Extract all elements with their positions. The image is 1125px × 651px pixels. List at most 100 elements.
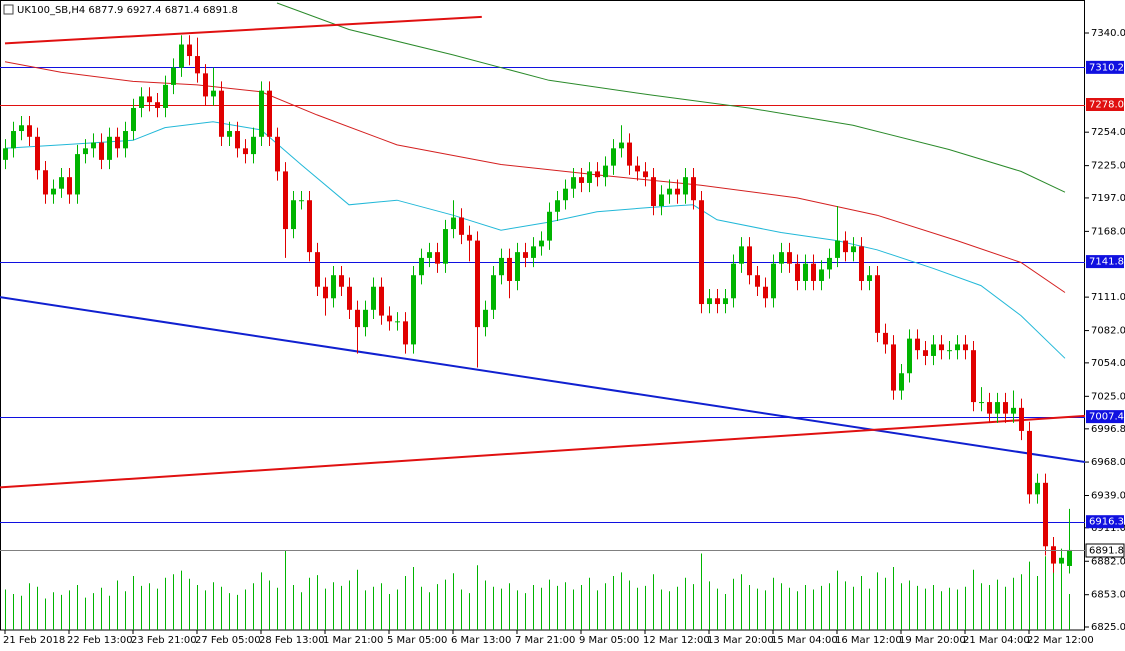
candle-body	[451, 217, 456, 230]
candle-body	[627, 142, 632, 166]
candle-body	[731, 263, 736, 299]
candle-body	[339, 275, 344, 287]
y-tick-label: 7340.0	[1091, 28, 1125, 39]
candle-body	[59, 177, 64, 189]
candle-body	[555, 200, 560, 212]
y-tick-label: 6825.0	[1091, 622, 1125, 633]
candle-body	[251, 136, 256, 155]
x-tick-label: 19 Mar 20:00	[899, 635, 966, 646]
y-tick-label: 7168.0	[1091, 226, 1125, 237]
candle-body	[99, 142, 104, 160]
candle-body	[915, 338, 920, 351]
candle-body	[819, 269, 824, 281]
candle-body	[827, 257, 832, 270]
price-label-box	[1086, 98, 1124, 112]
candle-body	[363, 309, 368, 328]
candle-body	[667, 188, 672, 195]
candle-body	[83, 148, 88, 155]
candle-body	[675, 188, 680, 195]
candle-body	[651, 177, 656, 207]
candle-body	[1035, 482, 1040, 495]
candle-body	[859, 246, 864, 281]
candle-body	[691, 177, 696, 201]
candle-body	[1019, 407, 1024, 431]
candle-body	[283, 171, 288, 230]
candle-body	[75, 154, 80, 195]
candle-body	[11, 131, 16, 149]
candle-body	[499, 257, 504, 276]
candle-body	[971, 350, 976, 403]
x-tick-label: 9 Mar 05:00	[579, 635, 639, 646]
candle-body	[507, 257, 512, 281]
candle-body	[611, 148, 616, 166]
candle-body	[1059, 557, 1064, 564]
candle-body	[235, 131, 240, 149]
candle-body	[187, 44, 192, 57]
trendline	[0, 414, 1085, 489]
candle-body	[995, 402, 1000, 414]
candle-body	[291, 200, 296, 230]
candle-body	[635, 165, 640, 172]
y-tick-label: 7082.0	[1091, 326, 1125, 337]
candle-body	[907, 338, 912, 374]
candle-body	[1027, 430, 1032, 495]
candle-body	[211, 90, 216, 97]
candle-body	[851, 246, 856, 253]
candle-body	[51, 188, 56, 195]
candle-body	[427, 252, 432, 258]
x-tick-label: 27 Feb 05:00	[195, 635, 261, 646]
candle-body	[155, 102, 160, 108]
price-label: 7310.2	[1089, 62, 1124, 73]
candle-body	[411, 275, 416, 345]
candle-body	[171, 67, 176, 85]
candle-body	[875, 275, 880, 333]
candle-body	[259, 90, 264, 137]
candle-body	[435, 252, 440, 264]
candle-body	[195, 56, 200, 74]
x-tick-label: 13 Mar 20:00	[707, 635, 774, 646]
symbol-icon	[3, 4, 14, 15]
y-tick-label: 6968.0	[1091, 457, 1125, 468]
candle-body	[779, 252, 784, 264]
candle-body	[19, 125, 24, 132]
candle-body	[523, 252, 528, 258]
y-tick-label: 7197.0	[1091, 193, 1125, 204]
candle-body	[1043, 482, 1048, 547]
candle-body	[395, 321, 400, 323]
candle-body	[131, 107, 136, 132]
candle-body	[203, 73, 208, 97]
y-tick-label: 7025.0	[1091, 391, 1125, 402]
candle-body	[419, 257, 424, 276]
candle-body	[931, 344, 936, 356]
candle-body	[955, 344, 960, 351]
candle-body	[315, 252, 320, 287]
candle-body	[35, 136, 40, 171]
price-label-box	[1086, 255, 1124, 269]
candle-body	[323, 286, 328, 299]
candle-body	[787, 252, 792, 264]
x-tick-label: 22 Mar 12:00	[1027, 635, 1094, 646]
candle-body	[475, 240, 480, 328]
candle-body	[715, 298, 720, 305]
candle-body	[139, 96, 144, 108]
candle-body	[603, 165, 608, 178]
candle-body	[747, 246, 752, 276]
candle-body	[67, 177, 72, 195]
candle-body	[755, 275, 760, 287]
candle-body	[739, 246, 744, 264]
plot-area	[0, 2, 1085, 630]
candle-body	[91, 142, 96, 149]
candle-body	[1011, 407, 1016, 414]
candle-body	[491, 275, 496, 310]
candle-body	[27, 125, 32, 137]
candle-body	[243, 148, 248, 155]
candle-body	[843, 240, 848, 253]
candle-body	[563, 188, 568, 201]
y-tick-label: 6911.0	[1091, 523, 1125, 534]
candle-body	[371, 286, 376, 310]
candle-body	[979, 402, 984, 404]
x-tick-label: 22 Feb 13:00	[67, 635, 133, 646]
candle-body	[219, 90, 224, 137]
candle-body	[579, 177, 584, 183]
y-tick-label: 6939.0	[1091, 491, 1125, 502]
